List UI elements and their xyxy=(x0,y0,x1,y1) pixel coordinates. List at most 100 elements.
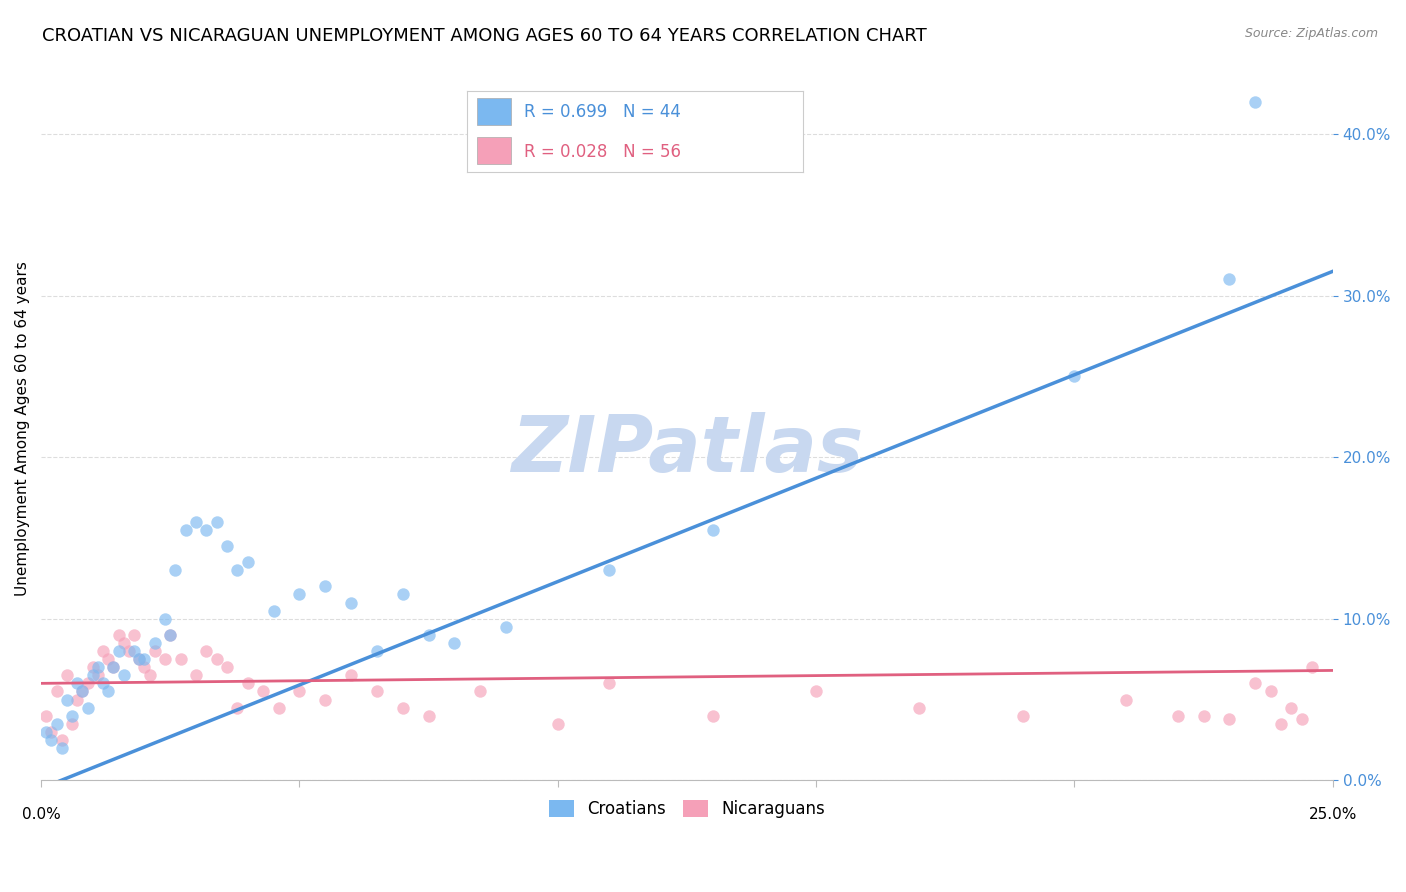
Point xyxy=(103,660,125,674)
Point xyxy=(1244,676,1267,690)
Text: ZIPatlas: ZIPatlas xyxy=(510,412,863,488)
Point xyxy=(45,684,67,698)
Point xyxy=(128,652,150,666)
Point xyxy=(1115,692,1137,706)
Point xyxy=(97,684,120,698)
Point xyxy=(205,515,228,529)
Legend: Croatians, Nicaraguans: Croatians, Nicaraguans xyxy=(543,793,831,825)
Point xyxy=(314,692,336,706)
Point xyxy=(107,644,129,658)
Point xyxy=(391,700,413,714)
Point xyxy=(51,732,73,747)
Point xyxy=(288,587,311,601)
Point xyxy=(267,700,290,714)
Point xyxy=(1063,369,1085,384)
Point xyxy=(1270,716,1292,731)
Text: CROATIAN VS NICARAGUAN UNEMPLOYMENT AMONG AGES 60 TO 64 YEARS CORRELATION CHART: CROATIAN VS NICARAGUAN UNEMPLOYMENT AMON… xyxy=(42,27,927,45)
Point xyxy=(470,684,492,698)
Point xyxy=(169,652,191,666)
Point xyxy=(288,684,311,698)
Point xyxy=(134,660,156,674)
Point xyxy=(366,644,388,658)
Point xyxy=(1260,684,1282,698)
Point xyxy=(1167,708,1189,723)
Point xyxy=(252,684,274,698)
Point xyxy=(107,628,129,642)
Point xyxy=(340,668,363,682)
Point xyxy=(35,724,58,739)
Point xyxy=(76,700,98,714)
Point xyxy=(56,692,79,706)
Point xyxy=(165,563,187,577)
Point xyxy=(35,708,58,723)
Point xyxy=(112,668,135,682)
Point xyxy=(1291,712,1313,726)
Point xyxy=(174,523,197,537)
Point xyxy=(236,555,259,569)
Point xyxy=(217,539,239,553)
Point xyxy=(1301,660,1323,674)
Point xyxy=(97,652,120,666)
Point xyxy=(1244,95,1267,109)
Point xyxy=(138,668,160,682)
Point xyxy=(217,660,239,674)
Point xyxy=(1281,700,1303,714)
Point xyxy=(205,652,228,666)
Point xyxy=(72,684,94,698)
Point xyxy=(598,563,620,577)
Point xyxy=(908,700,931,714)
Point xyxy=(153,652,176,666)
Point xyxy=(103,660,125,674)
Point xyxy=(143,644,166,658)
Text: Source: ZipAtlas.com: Source: ZipAtlas.com xyxy=(1244,27,1378,40)
Point xyxy=(1011,708,1033,723)
Point xyxy=(340,596,363,610)
Text: 0.0%: 0.0% xyxy=(21,807,60,822)
Point xyxy=(122,644,145,658)
Point xyxy=(153,612,176,626)
Point xyxy=(66,676,89,690)
Point xyxy=(366,684,388,698)
Point xyxy=(82,668,104,682)
Point xyxy=(1218,712,1240,726)
Point xyxy=(118,644,141,658)
Point xyxy=(134,652,156,666)
Point xyxy=(195,644,218,658)
Point xyxy=(159,628,181,642)
Point xyxy=(263,604,285,618)
Point xyxy=(128,652,150,666)
Point xyxy=(87,660,110,674)
Point xyxy=(82,660,104,674)
Point xyxy=(1192,708,1215,723)
Point xyxy=(60,716,83,731)
Point xyxy=(418,708,440,723)
Point xyxy=(76,676,98,690)
Point xyxy=(41,724,63,739)
Point xyxy=(122,628,145,642)
Y-axis label: Unemployment Among Ages 60 to 64 years: Unemployment Among Ages 60 to 64 years xyxy=(15,261,30,597)
Point xyxy=(1218,272,1240,286)
Point xyxy=(45,716,67,731)
Point xyxy=(91,644,114,658)
Point xyxy=(41,732,63,747)
Point xyxy=(51,741,73,756)
Point xyxy=(91,676,114,690)
Point xyxy=(702,708,724,723)
Point xyxy=(143,636,166,650)
Point xyxy=(56,668,79,682)
Text: 25.0%: 25.0% xyxy=(1309,807,1357,822)
Point xyxy=(226,700,249,714)
Point xyxy=(226,563,249,577)
Point xyxy=(87,668,110,682)
Point xyxy=(60,708,83,723)
Point xyxy=(112,636,135,650)
Point xyxy=(184,668,207,682)
Point xyxy=(598,676,620,690)
Point xyxy=(314,579,336,593)
Point xyxy=(159,628,181,642)
Point xyxy=(418,628,440,642)
Point xyxy=(443,636,465,650)
Point xyxy=(804,684,827,698)
Point xyxy=(195,523,218,537)
Point xyxy=(702,523,724,537)
